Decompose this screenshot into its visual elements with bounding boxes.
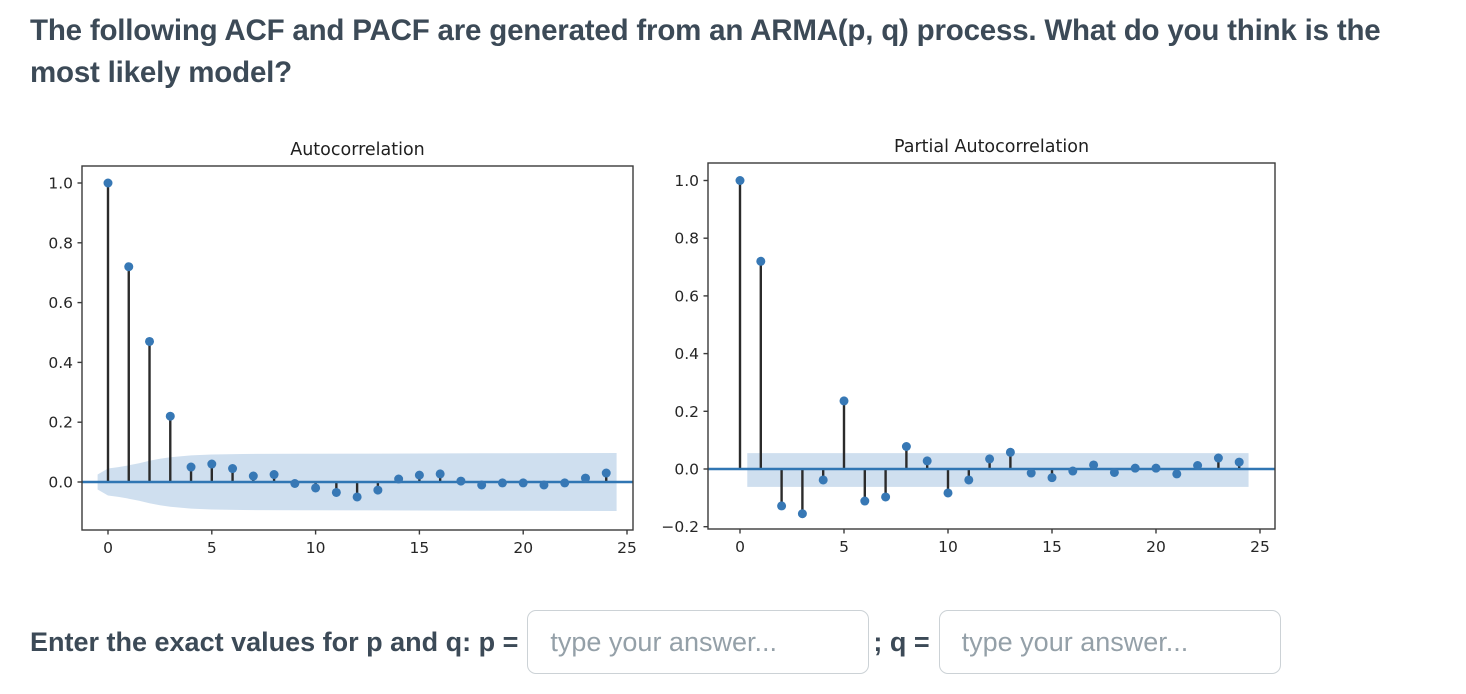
svg-text:10: 10 xyxy=(306,539,326,557)
svg-text:0.6: 0.6 xyxy=(48,294,73,312)
svg-text:25: 25 xyxy=(617,539,637,557)
svg-text:20: 20 xyxy=(513,539,533,557)
pacf-stem-chart: 0 5 10 15 20 25 1.0 0.8 0.6 0.4 0.2 0.0 −0.2 Partial … xyxy=(661,137,1276,556)
svg-text:Autocorrelation: Autocorrelation xyxy=(290,140,425,160)
svg-text:0.4: 0.4 xyxy=(48,354,73,372)
svg-text:0.2: 0.2 xyxy=(674,403,699,421)
svg-text:15: 15 xyxy=(410,539,430,557)
svg-text:0: 0 xyxy=(103,539,113,557)
answer-row: Enter the exact values for p and q: p = … xyxy=(30,606,1281,678)
question-text: The following ACF and PACF are generated… xyxy=(30,14,1381,90)
acf-plot: 0 5 10 15 20 25 1.0 0.8 0.6 0.4 0.2 0.0 Autocorrelat… xyxy=(20,135,660,570)
svg-text:0.8: 0.8 xyxy=(48,234,73,252)
svg-text:10: 10 xyxy=(938,538,958,556)
svg-text:−0.2: −0.2 xyxy=(661,518,699,536)
svg-text:25: 25 xyxy=(1250,538,1270,556)
svg-text:5: 5 xyxy=(207,539,217,557)
svg-text:20: 20 xyxy=(1146,538,1166,556)
svg-text:0.6: 0.6 xyxy=(674,287,699,305)
svg-text:0: 0 xyxy=(735,538,745,556)
answer-prompt-label: Enter the exact values for p and q: p = xyxy=(30,626,519,657)
svg-text:1.0: 1.0 xyxy=(48,175,73,193)
q-answer-input[interactable] xyxy=(938,610,1281,674)
pacf-plot: 0 5 10 15 20 25 1.0 0.8 0.6 0.4 0.2 0.0 −0.2 Partial … xyxy=(660,135,1300,570)
svg-text:0.4: 0.4 xyxy=(674,345,699,363)
svg-text:Partial Autocorrelation: Partial Autocorrelation xyxy=(894,137,1089,157)
svg-text:15: 15 xyxy=(1042,538,1062,556)
answer-separator-label: ; q = xyxy=(873,626,930,657)
svg-text:1.0: 1.0 xyxy=(674,172,699,190)
svg-text:0.8: 0.8 xyxy=(674,230,699,248)
svg-text:0.0: 0.0 xyxy=(674,461,699,479)
p-answer-input[interactable] xyxy=(527,610,870,674)
svg-text:0.0: 0.0 xyxy=(48,474,73,492)
svg-text:5: 5 xyxy=(839,538,849,556)
svg-text:0.2: 0.2 xyxy=(48,414,73,432)
acf-stem-chart: 0 5 10 15 20 25 1.0 0.8 0.6 0.4 0.2 0.0 Autocorrelat… xyxy=(48,140,637,557)
